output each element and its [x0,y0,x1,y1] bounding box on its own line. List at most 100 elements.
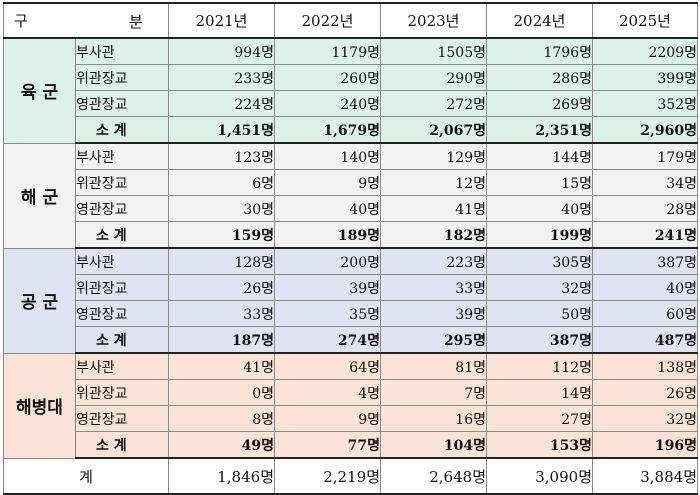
category-cell: 부사관 [75,37,169,65]
value-cell: 30명 [168,195,275,222]
category-cell: 영관장교 [75,300,169,327]
subtotal-value: 2,067명 [380,116,487,144]
category-cell: 영관장교 [75,90,169,117]
value-cell: 50명 [486,300,593,327]
grand-total-value: 2,219명 [274,457,381,495]
value-cell: 40명 [592,274,698,301]
subtotal-value: 153명 [486,431,593,459]
subtotal-value: 1,679명 [274,116,381,144]
value-cell: 9명 [274,169,381,196]
value-cell: 9명 [274,405,381,432]
value-cell: 64명 [274,352,381,380]
table-row: 영관장교 8명 9명 16명 27명 32명 [3,405,698,432]
value-cell: 39명 [274,274,381,301]
header-year: 2024년 [486,2,593,39]
table-row: 위관장교 6명 9명 12명 15명 34명 [3,169,698,196]
table-row: 영관장교 33명 35명 39명 50명 60명 [3,300,698,327]
value-cell: 33명 [380,274,487,301]
category-cell: 영관장교 [75,195,169,222]
subtotal-row: 소 계 1,451명 1,679명 2,067명 2,351명 2,960명 [3,116,698,144]
subtotal-value: 196명 [592,431,698,459]
grand-total-value: 3,090명 [486,457,593,495]
header-year: 2021년 [168,2,275,39]
value-cell: 35명 [274,300,381,327]
category-cell: 위관장교 [75,169,169,196]
value-cell: 399명 [592,64,698,91]
value-cell: 33명 [168,300,275,327]
value-cell: 123명 [168,142,275,170]
table-row: 위관장교 0명 4명 7명 14명 26명 [3,379,698,406]
branch-label-air-force: 공 군 [3,247,76,354]
subtotal-value: 159명 [168,221,275,249]
value-cell: 39명 [380,300,487,327]
value-cell: 112명 [486,352,593,380]
value-cell: 16명 [380,405,487,432]
value-cell: 28명 [592,195,698,222]
value-cell: 269명 [486,90,593,117]
value-cell: 8명 [168,405,275,432]
header-label-right: 분 [129,13,143,31]
value-cell: 994명 [168,37,275,65]
subtotal-value: 487명 [592,326,698,354]
value-cell: 0명 [168,379,275,406]
value-cell: 26명 [168,274,275,301]
branch-label-navy: 해 군 [3,142,76,249]
table-row: 영관장교 224명 240명 272명 269명 352명 [3,90,698,117]
subtotal-value: 182명 [380,221,487,249]
value-cell: 2209명 [592,37,698,65]
table-row: 해병대 부사관 41명 64명 81명 112명 138명 [3,352,698,459]
grand-total-value: 3,884명 [592,457,698,495]
value-cell: 26명 [592,379,698,406]
value-cell: 60명 [592,300,698,327]
table-row: 육 군 부사관 994명 1179명 1505명 1796명 2209명 [3,37,698,144]
value-cell: 41명 [380,195,487,222]
subtotal-row: 소 계 159명 189명 182명 199명 241명 [3,221,698,249]
grand-total-label: 계 [3,457,169,495]
branch-label-army: 육 군 [3,37,76,144]
value-cell: 352명 [592,90,698,117]
grand-total-value: 1,846명 [168,457,275,495]
value-cell: 138명 [592,352,698,380]
value-cell: 6명 [168,169,275,196]
subtotal-value: 189명 [274,221,381,249]
header-year: 2022년 [274,2,381,39]
subtotal-label: 소 계 [75,221,169,249]
value-cell: 14명 [486,379,593,406]
subtotal-row: 소 계 49명 77명 104명 153명 196명 [3,431,698,459]
branch-label-marines: 해병대 [3,352,76,459]
grand-total-row: 계 1,846명 2,219명 2,648명 3,090명 3,884명 [3,457,698,495]
subtotal-value: 2,351명 [486,116,593,144]
value-cell: 34명 [592,169,698,196]
subtotal-label: 소 계 [75,116,169,144]
value-cell: 128명 [168,247,275,275]
value-cell: 32명 [592,405,698,432]
subtotal-value: 1,451명 [168,116,275,144]
subtotal-value: 295명 [380,326,487,354]
table-row: 위관장교 233명 260명 290명 286명 399명 [3,64,698,91]
value-cell: 140명 [274,142,381,170]
value-cell: 200명 [274,247,381,275]
value-cell: 1505명 [380,37,487,65]
value-cell: 233명 [168,64,275,91]
value-cell: 223명 [380,247,487,275]
value-cell: 387명 [592,247,698,275]
value-cell: 286명 [486,64,593,91]
personnel-table: 구 분 2021년 2022년 2023년 2024년 2025년 육 군 부사… [3,2,698,495]
value-cell: 272명 [380,90,487,117]
value-cell: 1796명 [486,37,593,65]
table-row: 공 군 부사관 128명 200명 223명 305명 387명 [3,247,698,354]
value-cell: 290명 [380,64,487,91]
value-cell: 179명 [592,142,698,170]
value-cell: 240명 [274,90,381,117]
subtotal-value: 187명 [168,326,275,354]
header-category-cell: 구 분 [3,2,169,39]
subtotal-value: 274명 [274,326,381,354]
header-year: 2023년 [380,2,487,39]
category-cell: 위관장교 [75,274,169,301]
table-row: 영관장교 30명 40명 41명 40명 28명 [3,195,698,222]
subtotal-value: 199명 [486,221,593,249]
value-cell: 129명 [380,142,487,170]
table-row: 해 군 부사관 123명 140명 129명 144명 179명 [3,142,698,249]
subtotal-value: 387명 [486,326,593,354]
value-cell: 260명 [274,64,381,91]
